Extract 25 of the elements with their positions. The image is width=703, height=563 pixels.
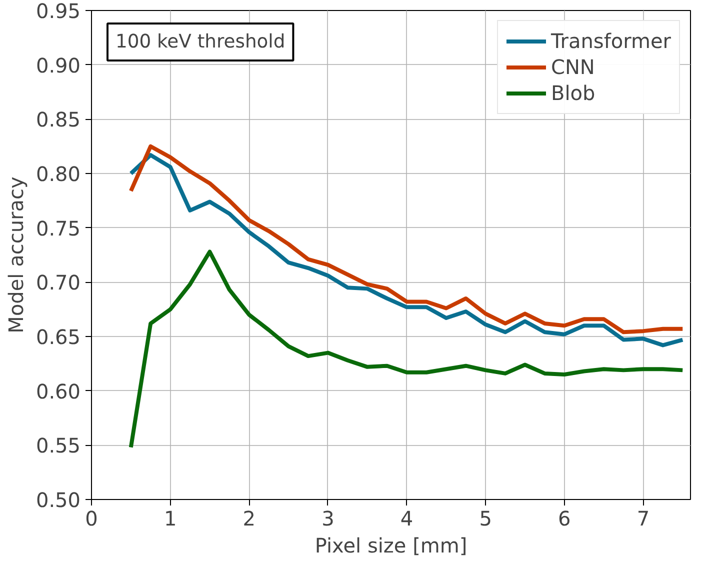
legend-label: Blob — [550, 81, 596, 105]
legend-label: CNN — [550, 55, 595, 79]
y-tick-label: 0.95 — [36, 0, 80, 23]
y-tick-label: 0.65 — [36, 325, 80, 349]
x-tick-label: 4 — [400, 506, 414, 530]
y-tick-label: 0.90 — [36, 53, 80, 78]
y-tick-label: 0.55 — [36, 434, 80, 458]
x-tick-label: 2 — [242, 506, 256, 530]
x-tick-label: 5 — [479, 506, 492, 530]
x-tick-label: 0 — [85, 506, 98, 530]
line-series — [128, 250, 685, 450]
y-tick-label: 0.50 — [36, 488, 80, 512]
y-tick-label: 0.80 — [36, 162, 80, 186]
x-tick-label: 1 — [164, 506, 177, 530]
y-axis-title: Model accuracy — [4, 176, 28, 334]
x-tick-label: 3 — [322, 506, 334, 530]
x-axis-title: Pixel size [mm] — [314, 534, 468, 558]
legend-label: Transformer — [550, 29, 671, 53]
x-tick-label: 7 — [636, 506, 650, 530]
y-tick-label: 0.60 — [36, 379, 80, 404]
annotation: 100 keV threshold — [116, 32, 286, 52]
y-tick-label: 0.85 — [36, 108, 80, 132]
y-tick-label: 0.70 — [36, 270, 80, 295]
x-tick-label: 6 — [558, 506, 571, 530]
y-tick-label: 0.75 — [36, 216, 80, 240]
